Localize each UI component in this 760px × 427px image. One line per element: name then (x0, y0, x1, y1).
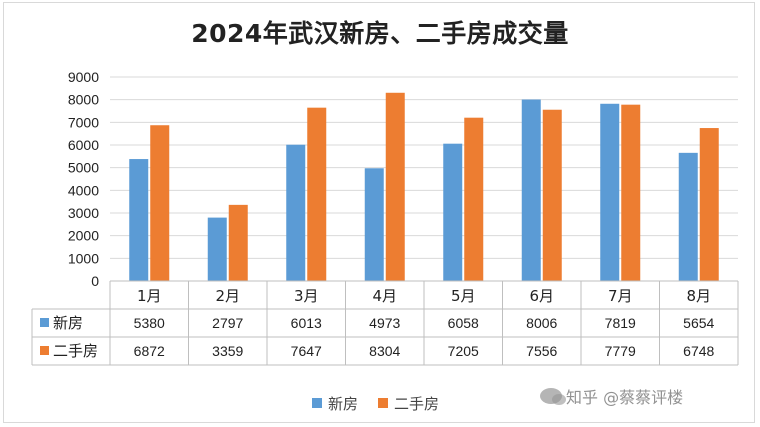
data-label-resale-1: 6872 (134, 343, 165, 359)
data-label-new-8: 5654 (683, 315, 714, 331)
y-axis-ticks: 0 1000 2000 3000 4000 5000 6000 7000 8000 9000 (68, 69, 99, 289)
y-tick-label: 1000 (68, 250, 99, 266)
wechat-logo-icon (540, 388, 566, 405)
data-label-new-4: 4973 (369, 315, 400, 331)
legend-key-resale (378, 398, 388, 408)
category-label: 3月 (294, 287, 319, 305)
legend-key-new (312, 398, 322, 408)
bar-new-2 (207, 217, 227, 281)
data-label-resale-8: 6748 (683, 343, 714, 359)
y-tick-label: 7000 (68, 114, 99, 130)
legend-label-new: 新房 (328, 395, 358, 413)
category-label: 4月 (372, 287, 397, 305)
y-tick-label: 5000 (68, 160, 99, 176)
bar-new-1 (129, 159, 149, 281)
chart-title: 2024年武汉新房、二手房成交量 (191, 19, 569, 48)
data-label-resale-3: 7647 (291, 343, 322, 359)
data-label-new-7: 7819 (605, 315, 636, 331)
bar-new-7 (600, 103, 620, 281)
bar-new-4 (364, 168, 384, 281)
category-label: 7月 (608, 287, 633, 305)
bar-new-8 (678, 152, 698, 281)
grid-lines (110, 76, 738, 282)
category-label: 5月 (451, 287, 476, 305)
data-label-new-1: 5380 (134, 315, 165, 331)
bars (129, 92, 719, 282)
bar-new-6 (521, 99, 541, 281)
bar-resale-2 (228, 204, 248, 281)
legend: 新房 二手房 (312, 395, 439, 413)
bar-resale-3 (307, 107, 327, 281)
category-label: 2月 (215, 287, 240, 305)
bar-resale-5 (464, 117, 484, 281)
table-legend-key-new (40, 318, 49, 327)
bar-resale-7 (621, 104, 641, 282)
watermark-text: 知乎 @蔡蔡评楼 (566, 388, 684, 407)
bar-resale-1 (150, 125, 170, 281)
data-label-new-2: 2797 (212, 315, 243, 331)
bar-resale-8 (699, 128, 719, 281)
data-label-resale-5: 7205 (448, 343, 479, 359)
y-tick-label: 3000 (68, 205, 99, 221)
legend-label-resale: 二手房 (394, 395, 439, 413)
watermark: 知乎 @蔡蔡评楼 (540, 384, 683, 408)
category-label: 8月 (686, 287, 711, 305)
category-label: 1月 (137, 287, 162, 305)
bar-resale-4 (385, 92, 405, 281)
bar-resale-6 (542, 109, 562, 281)
y-tick-label: 8000 (68, 92, 99, 108)
data-label-resale-4: 8304 (369, 343, 400, 359)
y-tick-label: 9000 (68, 69, 99, 85)
table-series-name-resale: 二手房 (53, 342, 98, 360)
y-tick-label: 0 (91, 273, 99, 289)
data-label-new-6: 8006 (526, 315, 557, 331)
data-label-resale-7: 7779 (605, 343, 636, 359)
category-label: 6月 (529, 287, 554, 305)
chart-frame (3, 2, 755, 423)
bar-new-5 (443, 143, 463, 281)
data-label-resale-2: 3359 (212, 343, 243, 359)
y-tick-label: 4000 (68, 182, 99, 198)
data-label-resale-6: 7556 (526, 343, 557, 359)
bar-new-3 (286, 144, 306, 281)
data-label-new-3: 6013 (291, 315, 322, 331)
table-series-name-new: 新房 (53, 314, 83, 332)
y-tick-label: 2000 (68, 228, 99, 244)
y-tick-label: 6000 (68, 137, 99, 153)
data-label-new-5: 6058 (448, 315, 479, 331)
table-legend-key-resale (40, 346, 49, 355)
